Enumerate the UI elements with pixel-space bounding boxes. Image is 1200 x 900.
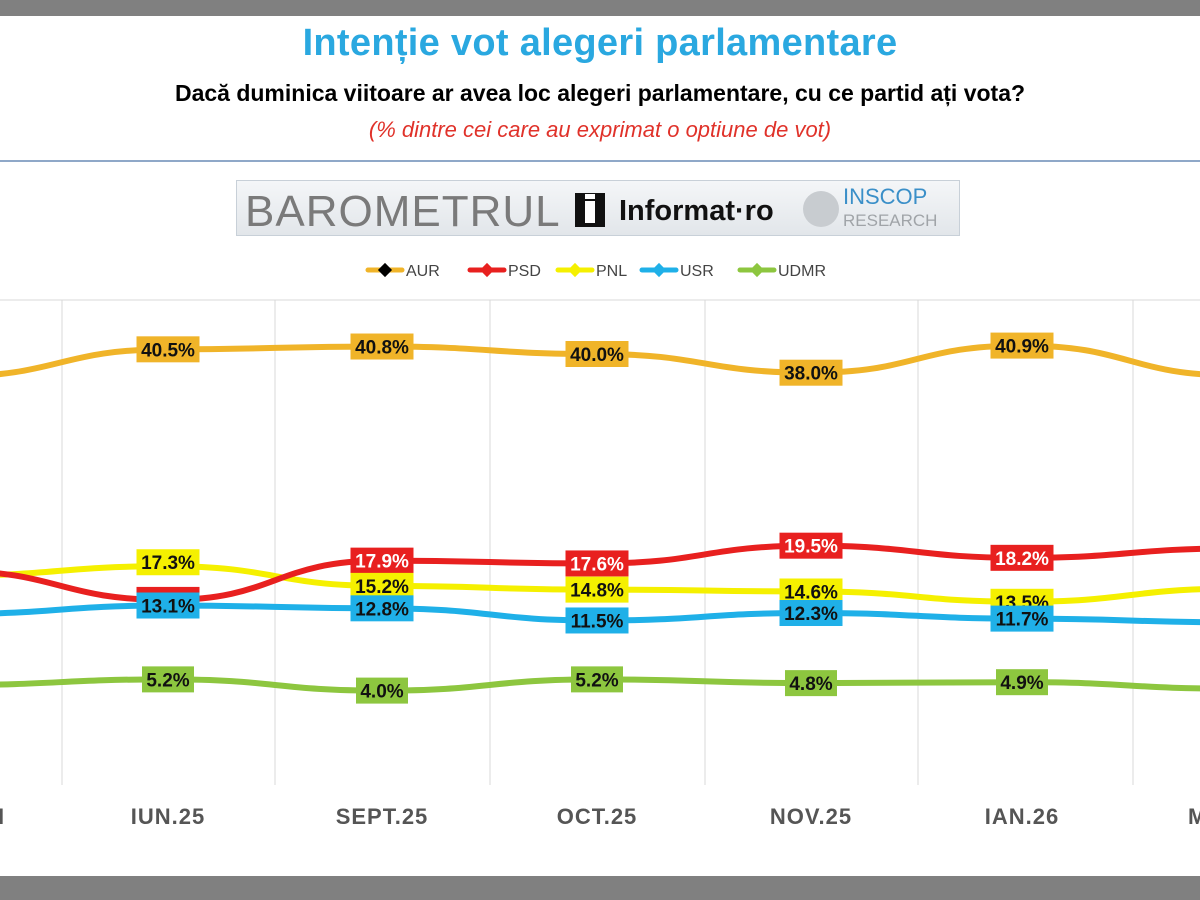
data-label-psd-3: 19.5% xyxy=(784,537,838,558)
x-tick-label-partial-right: M xyxy=(1188,804,1200,829)
legend-label-pnl: PNL xyxy=(596,263,627,280)
informat-logo-text: Informat·ro xyxy=(619,195,774,227)
data-label-bg-psd-2 xyxy=(565,550,629,577)
data-label-pnl-1: 15.2% xyxy=(355,577,409,598)
data-label-bg-aur-0 xyxy=(136,336,200,363)
data-label-usr-4: 11.7% xyxy=(996,610,1049,631)
data-label-usr-2: 11.5% xyxy=(571,611,624,632)
legend-marker-usr xyxy=(651,262,667,278)
chart-subtitle: Dacă duminica viitoare ar avea loc alege… xyxy=(174,80,1026,106)
data-label-psd-1: 17.9% xyxy=(355,552,409,573)
data-label-bg-usr-4 xyxy=(990,605,1054,632)
data-label-udmr-3: 4.8% xyxy=(789,674,832,695)
data-label-bg-udmr-2 xyxy=(571,666,623,693)
data-label-bg-udmr-0 xyxy=(142,666,194,693)
x-tick-label-3: NOV.25 xyxy=(770,804,852,829)
x-tick-label-1: SEPT.25 xyxy=(336,804,429,829)
legend-label-usr: USR xyxy=(680,263,714,280)
data-label-bg-udmr-1 xyxy=(356,677,408,704)
x-tick-label-partial-left: I xyxy=(0,804,4,829)
informat-i-icon xyxy=(575,193,605,227)
data-label-usr-3: 12.3% xyxy=(784,604,838,625)
data-label-bg-udmr-3 xyxy=(785,670,837,697)
barometrul-logo-text: BAROMETRUL xyxy=(245,187,561,236)
inscop-globe-icon xyxy=(803,191,839,227)
data-label-bg-usr-0 xyxy=(136,592,200,619)
legend-label-udmr: UDMR xyxy=(778,263,826,280)
x-tick-label-0: IUN.25 xyxy=(131,804,205,829)
header-divider xyxy=(0,160,1200,162)
data-label-pnl-3: 14.6% xyxy=(784,582,838,603)
data-label-bg-usr-1 xyxy=(350,595,414,622)
data-label-bg-udmr-4 xyxy=(996,669,1048,696)
data-label-udmr-0: 5.2% xyxy=(146,670,189,691)
x-tick-label-4: IAN.26 xyxy=(985,804,1059,829)
bottom-frame-bar xyxy=(0,876,1200,900)
data-label-pnl-2: 14.8% xyxy=(570,581,624,602)
data-label-psd-4: 18.2% xyxy=(995,549,1049,570)
legend-label-psd: PSD xyxy=(508,263,541,280)
line-chart: AUR PSD PNL USR UDMR 40.5% 40.8% 40.0% 38.0% 40.9… xyxy=(0,262,1200,829)
chart-note: (% dintre cei care au exprimat o optiune… xyxy=(368,117,832,142)
data-label-aur-3: 38.0% xyxy=(784,364,838,385)
data-label-udmr-4: 4.9% xyxy=(1000,673,1043,694)
legend-label-aur: AUR xyxy=(406,263,440,280)
data-label-aur-1: 40.8% xyxy=(355,338,409,359)
data-label-psd-2: 17.6% xyxy=(570,554,624,575)
legend-marker-aur xyxy=(377,262,393,278)
top-frame-bar xyxy=(0,0,1200,16)
data-label-bg-pnl-1 xyxy=(350,572,414,599)
inscop-logo-text: INSCOP xyxy=(843,184,928,209)
data-label-bg-aur-4 xyxy=(990,332,1054,359)
research-logo-text: RESEARCH xyxy=(843,211,938,230)
data-label-bg-psd-3 xyxy=(779,532,843,559)
chart-title: Intenție vot alegeri parlamentare xyxy=(302,22,898,64)
legend-marker-psd xyxy=(479,262,495,278)
data-label-bg-pnl-2 xyxy=(565,576,629,603)
data-label-usr-0: 13.1% xyxy=(141,597,195,618)
data-label-bg-pnl-0 xyxy=(136,549,200,576)
logo-banner: BAROMETRUL Informat·ro INSCOP RESEARCH xyxy=(236,180,960,236)
data-label-bg-aur-1 xyxy=(350,333,414,360)
data-label-bg-psd-4 xyxy=(990,544,1054,571)
data-label-bg-psd-1 xyxy=(350,547,414,574)
data-label-aur-0: 40.5% xyxy=(141,340,195,361)
x-tick-label-2: OCT.25 xyxy=(557,804,638,829)
data-label-bg-usr-2 xyxy=(565,607,629,634)
data-label-aur-2: 40.0% xyxy=(570,345,624,366)
legend-marker-pnl xyxy=(567,262,583,278)
data-label-pnl-0: 17.3% xyxy=(141,553,195,574)
data-label-aur-4: 40.9% xyxy=(995,337,1049,358)
data-label-bg-aur-2 xyxy=(565,341,629,367)
data-label-bg-aur-3 xyxy=(779,359,843,386)
data-label-udmr-2: 5.2% xyxy=(575,670,618,691)
data-label-bg-usr-3 xyxy=(779,599,843,626)
data-label-udmr-1: 4.0% xyxy=(360,682,403,703)
data-label-usr-1: 12.8% xyxy=(355,599,409,620)
legend-marker-udmr xyxy=(749,262,765,278)
